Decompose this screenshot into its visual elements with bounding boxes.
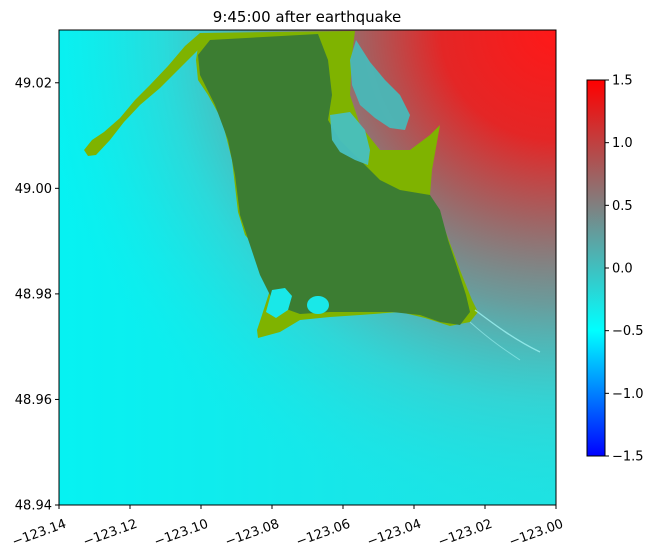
y-axis: 48.94 48.96 48.98 49.00 49.02 xyxy=(15,76,59,514)
x-axis: −123.14 −123.12 −123.10 −123.08 −123.06 −123.… xyxy=(10,505,565,550)
colorbar-tick-label: 0.0 xyxy=(612,262,633,277)
flooded-area-north xyxy=(350,40,410,130)
x-tick-label: −123.14 xyxy=(10,517,68,550)
y-tick-label: 48.98 xyxy=(15,287,52,302)
land-spit xyxy=(84,33,206,156)
x-tick-label: −123.06 xyxy=(294,517,352,550)
y-tick-label: 48.94 xyxy=(15,499,52,514)
colorbar-tick-label: 0.5 xyxy=(612,199,633,214)
y-tick-label: 49.00 xyxy=(15,182,52,197)
inlet-southwest xyxy=(266,288,292,318)
colorbar-tick-label: 1.0 xyxy=(612,136,633,151)
colorbar-tick-label: −1.5 xyxy=(612,450,644,465)
x-tick-label: −123.04 xyxy=(365,517,423,550)
colorbar-ticks: −1.5 −1.0 −0.5 0.0 0.5 1.0 1.5 xyxy=(605,74,644,465)
plot-area xyxy=(59,30,556,505)
wave-wake-2 xyxy=(469,321,521,361)
colorbar-tick-label: −0.5 xyxy=(612,324,644,339)
wave-wake xyxy=(474,309,541,353)
x-tick-label: −123.02 xyxy=(436,517,494,550)
colorbar-tick-label: −1.0 xyxy=(612,387,644,402)
x-tick-label: −123.00 xyxy=(507,517,565,550)
x-tick-label: −123.08 xyxy=(223,517,281,550)
colorbar-gradient xyxy=(586,79,606,457)
colorbar-tick-label: 1.5 xyxy=(612,74,633,89)
y-tick-label: 49.02 xyxy=(15,76,52,91)
y-tick-label: 48.96 xyxy=(15,393,52,408)
x-tick-label: −123.12 xyxy=(81,517,139,550)
chart-title: 9:45:00 after earthquake xyxy=(213,8,401,26)
flooded-area-middle xyxy=(330,112,370,165)
x-tick-label: −123.10 xyxy=(152,517,210,550)
colorbar: −1.5 −1.0 −0.5 0.0 0.5 1.0 1.5 xyxy=(586,74,644,465)
inlet-pond xyxy=(307,296,329,314)
land-island xyxy=(198,34,470,325)
plot-frame xyxy=(58,29,557,506)
